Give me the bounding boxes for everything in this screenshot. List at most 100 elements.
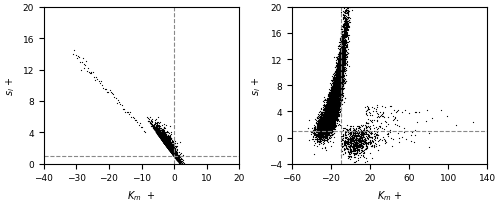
Point xyxy=(326,111,334,114)
Point xyxy=(160,137,168,140)
Point xyxy=(326,113,334,117)
Point xyxy=(336,64,344,67)
Point xyxy=(349,149,357,152)
Point xyxy=(170,155,178,158)
Point xyxy=(335,72,343,75)
Point xyxy=(161,136,169,139)
Point xyxy=(326,137,334,140)
Point xyxy=(332,78,340,81)
Point xyxy=(330,104,338,107)
Point xyxy=(330,89,338,92)
Point xyxy=(334,95,342,99)
Point xyxy=(338,74,345,77)
Point xyxy=(154,130,162,133)
Point xyxy=(166,148,174,151)
Point xyxy=(162,144,170,147)
Point xyxy=(162,137,170,141)
Point xyxy=(325,113,333,116)
Point xyxy=(355,144,363,148)
Point xyxy=(328,124,336,128)
Point xyxy=(162,143,170,146)
Point xyxy=(162,143,170,147)
Point xyxy=(330,107,338,110)
Point xyxy=(159,140,167,143)
Point xyxy=(342,135,349,139)
Point xyxy=(176,160,184,164)
Point xyxy=(168,152,176,156)
Point xyxy=(329,120,337,123)
Point xyxy=(330,89,338,93)
Point xyxy=(160,141,168,144)
Point xyxy=(323,116,331,120)
Point xyxy=(334,89,342,92)
Point xyxy=(318,126,326,130)
Point xyxy=(158,138,166,141)
Point xyxy=(340,43,348,47)
Point xyxy=(324,116,332,119)
Point xyxy=(330,79,338,82)
Point xyxy=(332,107,340,110)
Point xyxy=(165,146,173,149)
Point xyxy=(342,23,350,26)
Point xyxy=(330,102,338,105)
Point xyxy=(340,143,348,147)
Point xyxy=(330,91,338,94)
Point xyxy=(336,81,344,84)
Point xyxy=(339,52,347,55)
Point xyxy=(336,79,344,83)
Point xyxy=(329,109,337,112)
Point xyxy=(168,149,176,152)
Point xyxy=(346,145,354,148)
Point xyxy=(337,83,345,87)
Point xyxy=(323,119,331,122)
Point xyxy=(339,138,347,142)
Point xyxy=(158,137,166,140)
Point xyxy=(166,147,174,151)
Point xyxy=(324,119,332,123)
Point xyxy=(325,124,333,127)
Point xyxy=(322,122,330,125)
Point xyxy=(172,156,180,159)
Point xyxy=(145,119,153,123)
Point xyxy=(325,114,333,118)
Point xyxy=(336,64,344,67)
Point xyxy=(158,138,166,142)
Point xyxy=(165,140,173,143)
Point xyxy=(334,76,342,80)
Point xyxy=(162,141,170,144)
Point xyxy=(339,56,347,59)
Point xyxy=(315,126,323,129)
Point xyxy=(336,64,344,68)
Point xyxy=(156,136,164,139)
Point xyxy=(323,105,331,109)
Point xyxy=(321,120,329,123)
Point xyxy=(332,83,340,86)
Point xyxy=(324,101,332,104)
Point xyxy=(330,117,338,120)
Point xyxy=(330,112,338,116)
Point xyxy=(154,130,162,133)
Point xyxy=(323,120,331,123)
Point xyxy=(160,141,168,144)
Point xyxy=(326,109,334,112)
Point xyxy=(327,91,335,94)
Point xyxy=(322,117,330,121)
Point xyxy=(328,104,336,108)
Point xyxy=(320,117,328,120)
Point xyxy=(330,101,338,104)
Point xyxy=(326,109,334,113)
Point xyxy=(318,126,326,129)
Point xyxy=(327,104,335,108)
Point xyxy=(165,147,173,151)
Point xyxy=(328,108,336,111)
Point xyxy=(154,126,162,129)
Point xyxy=(331,98,339,101)
Point xyxy=(334,56,342,59)
Point xyxy=(164,145,172,148)
Point xyxy=(330,82,338,85)
Point xyxy=(334,87,342,90)
Point xyxy=(330,101,338,104)
Point xyxy=(340,64,348,67)
Point xyxy=(170,153,177,157)
Point xyxy=(339,35,347,38)
